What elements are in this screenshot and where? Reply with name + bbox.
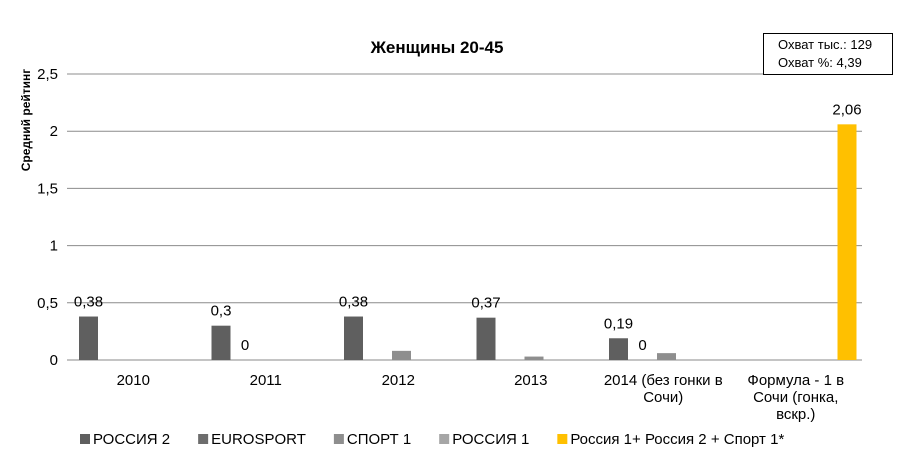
y-tick-label: 1,5 bbox=[37, 180, 58, 197]
reach-percent-label: Охват %: 4,39 bbox=[778, 55, 862, 70]
bar-3-4 bbox=[524, 356, 544, 360]
bar-1-1 bbox=[79, 316, 98, 360]
bar-1-5 bbox=[609, 338, 628, 360]
x-tick-label: 2012 bbox=[382, 372, 415, 389]
bar-1-4 bbox=[476, 317, 496, 360]
data-label: 0,19 bbox=[604, 315, 633, 332]
x-tick-label: 2014 (без гонки в Сочи) bbox=[604, 372, 723, 406]
legend-swatch bbox=[80, 434, 90, 444]
info-box: Охват тыс.: 129 Охват %: 4,39 bbox=[763, 33, 893, 75]
x-tick-label: 2011 bbox=[250, 372, 282, 389]
data-label: 0 bbox=[241, 337, 249, 354]
x-tick-label: 2013 bbox=[514, 372, 547, 389]
y-axis-label: Средний рейтинг bbox=[19, 69, 33, 172]
y-tick-label: 2 bbox=[50, 123, 58, 140]
bar-1-2 bbox=[211, 325, 231, 360]
legend-label: РОССИЯ 1 bbox=[452, 431, 529, 448]
chart-title: Женщины 20-45 bbox=[370, 38, 504, 57]
legend-label: СПОРТ 1 bbox=[347, 431, 411, 448]
bar-1-3 bbox=[344, 316, 363, 360]
y-tick-label: 1 bbox=[50, 238, 58, 255]
reach-thousands-label: Охват тыс.: 129 bbox=[778, 37, 873, 52]
legend-swatch bbox=[557, 434, 568, 444]
legend-label: EUROSPORT bbox=[211, 431, 306, 448]
legend-swatch bbox=[198, 434, 209, 444]
x-tick-label: Формула - 1 в Сочи (гонка, вскр.) bbox=[747, 372, 844, 423]
x-tick-label: 2010 bbox=[117, 372, 150, 389]
y-tick-label: 0,5 bbox=[37, 295, 58, 312]
bar-3-5 bbox=[657, 353, 676, 360]
data-label: 0,38 bbox=[74, 294, 103, 311]
y-tick-label: 0 bbox=[50, 352, 58, 369]
bar-5-6 bbox=[837, 124, 857, 360]
data-label: 0 bbox=[638, 337, 646, 354]
data-label: 0,37 bbox=[471, 295, 500, 312]
legend-swatch bbox=[439, 434, 450, 444]
y-tick-label: 2,5 bbox=[37, 66, 58, 83]
data-label: 0,3 bbox=[211, 303, 232, 320]
data-label: 2,06 bbox=[832, 101, 861, 118]
legend-label: Россия 1+ Россия 2 + Спорт 1* bbox=[570, 431, 784, 448]
legend-swatch bbox=[333, 434, 344, 444]
legend-label: РОССИЯ 2 bbox=[93, 431, 170, 448]
bar-3-3 bbox=[392, 350, 411, 360]
data-label: 0,38 bbox=[339, 294, 368, 311]
